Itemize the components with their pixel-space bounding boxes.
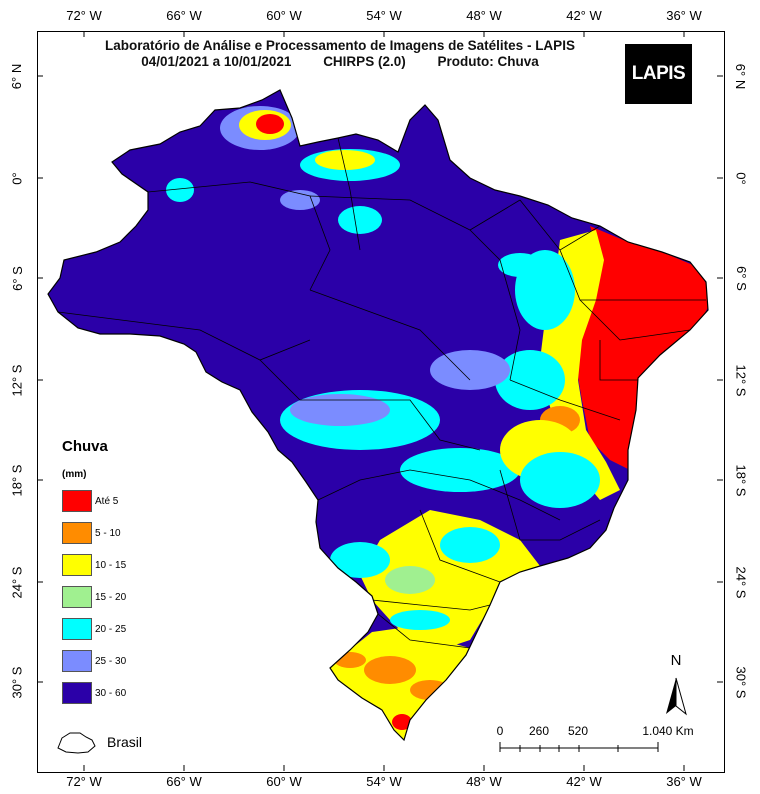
- legend-label: 20 - 25: [95, 624, 127, 635]
- legend-swatch: [62, 554, 92, 576]
- scale-bar-graphic: [499, 742, 659, 752]
- legend-item: 15 - 20: [62, 586, 222, 610]
- legend-label: 10 - 15: [95, 560, 127, 571]
- legend-swatch: [62, 490, 92, 512]
- scale-bar: 0 260 520 1.040 Km: [494, 720, 714, 760]
- legend-swatch: [62, 650, 92, 672]
- logo-text: LAPIS: [631, 63, 686, 84]
- scale-label: 260: [528, 724, 550, 738]
- brazil-outline: [47, 89, 709, 742]
- graticule-ticks: [37, 31, 723, 771]
- legend-unit: (mm): [62, 469, 87, 480]
- brasil-legend-symbol: [57, 732, 96, 754]
- legend-label: Até 5: [95, 496, 119, 507]
- legend-label: 15 - 20: [95, 592, 127, 603]
- lon-tick-label: 54° W: [366, 774, 402, 789]
- scale-label: 0: [496, 724, 504, 738]
- legend-swatch: [62, 618, 92, 640]
- legend-swatch: [62, 522, 92, 544]
- legend-title: Chuva: [62, 438, 108, 455]
- lon-tick-label: 42° W: [566, 774, 602, 789]
- legend-item: 5 - 10: [62, 522, 222, 546]
- legend-swatch: [62, 682, 92, 704]
- lon-tick-label: 42° W: [566, 8, 602, 23]
- north-arrow-label: N: [670, 652, 682, 669]
- legend-item: 25 - 30: [62, 650, 222, 674]
- title-period: 04/01/2021 a 10/01/2021: [141, 54, 292, 69]
- lon-tick-label: 48° W: [466, 8, 502, 23]
- scale-label: 1.040 Km: [642, 724, 694, 738]
- lon-tick-label: 36° W: [666, 774, 702, 789]
- title-product: Produto: Chuva: [437, 54, 539, 69]
- rainfall-legend: Chuva (mm): [62, 438, 108, 480]
- lon-tick-label: 72° W: [66, 774, 102, 789]
- north-arrow-icon: [666, 677, 687, 716]
- lon-tick-label: 36° W: [666, 8, 702, 23]
- lon-tick-label: 72° W: [66, 8, 102, 23]
- scale-label: 520: [567, 724, 589, 738]
- legend-item: 30 - 60: [62, 682, 222, 706]
- legend-label: 5 - 10: [95, 528, 121, 539]
- lon-tick-label: 54° W: [366, 8, 402, 23]
- legend-label: 30 - 60: [95, 688, 127, 699]
- legend-item: 20 - 25: [62, 618, 222, 642]
- legend-item: Até 5: [62, 490, 222, 514]
- lon-tick-label: 48° W: [466, 774, 502, 789]
- lon-tick-label: 60° W: [266, 774, 302, 789]
- legend-swatch: [62, 586, 92, 608]
- lon-tick-label: 66° W: [166, 774, 202, 789]
- legend-item: 10 - 15: [62, 554, 222, 578]
- boundary-legend-label: Brasil: [107, 734, 143, 750]
- state-borders: [57, 137, 706, 649]
- lon-tick-label: 66° W: [166, 8, 202, 23]
- map-title: Laboratório de Análise e Processamento d…: [40, 38, 640, 70]
- title-model: CHIRPS (2.0): [323, 54, 406, 69]
- title-line1: Laboratório de Análise e Processamento d…: [105, 38, 575, 53]
- lon-tick-label: 60° W: [266, 8, 302, 23]
- lapis-logo: LAPIS: [625, 44, 692, 104]
- north-label: N: [662, 652, 690, 669]
- legend-label: 25 - 30: [95, 656, 127, 667]
